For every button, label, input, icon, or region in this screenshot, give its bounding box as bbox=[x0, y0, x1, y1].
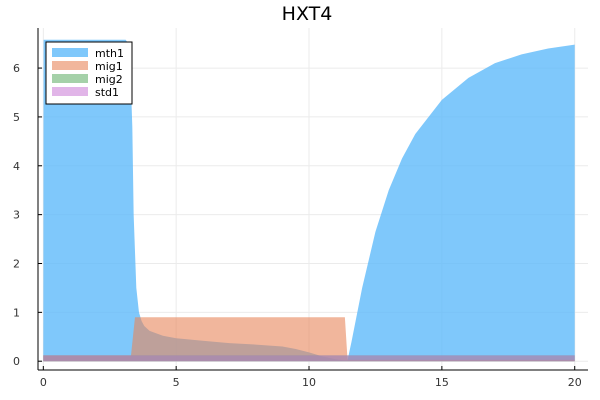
series-area-mth1 bbox=[43, 39, 575, 362]
axes bbox=[37, 28, 588, 371]
chart-title: HXT4 bbox=[282, 3, 333, 25]
legend-swatch-mig1 bbox=[52, 61, 88, 70]
x-tick-label: 5 bbox=[173, 376, 180, 389]
series-area-std1 bbox=[43, 355, 575, 362]
y-tick-label: 5 bbox=[13, 111, 20, 124]
y-tick-label: 2 bbox=[13, 257, 20, 270]
legend-swatch-mig2 bbox=[52, 74, 88, 83]
x-tick-label: 0 bbox=[40, 376, 47, 389]
legend-label-mth1: mth1 bbox=[95, 47, 124, 60]
tick-labels: 0 5 10 15 20 0 1 2 3 4 5 6 bbox=[13, 62, 582, 389]
x-tick-label: 10 bbox=[302, 376, 316, 389]
y-tick-label: 3 bbox=[13, 209, 20, 222]
legend-label-mig1: mig1 bbox=[95, 60, 123, 73]
y-tick-label: 4 bbox=[13, 160, 20, 173]
legend-label-std1: std1 bbox=[95, 86, 119, 99]
legend-swatch-mth1 bbox=[52, 48, 88, 57]
legend-swatch-std1 bbox=[52, 87, 88, 96]
y-tick-label: 1 bbox=[13, 306, 20, 319]
y-tick-label: 6 bbox=[13, 62, 20, 75]
legend-label-mig2: mig2 bbox=[95, 73, 123, 86]
y-tick-label: 0 bbox=[13, 355, 20, 368]
series-areas bbox=[43, 39, 575, 362]
x-tick-label: 15 bbox=[435, 376, 449, 389]
series-area-mig1 bbox=[43, 317, 575, 362]
x-tick-label: 20 bbox=[568, 376, 582, 389]
